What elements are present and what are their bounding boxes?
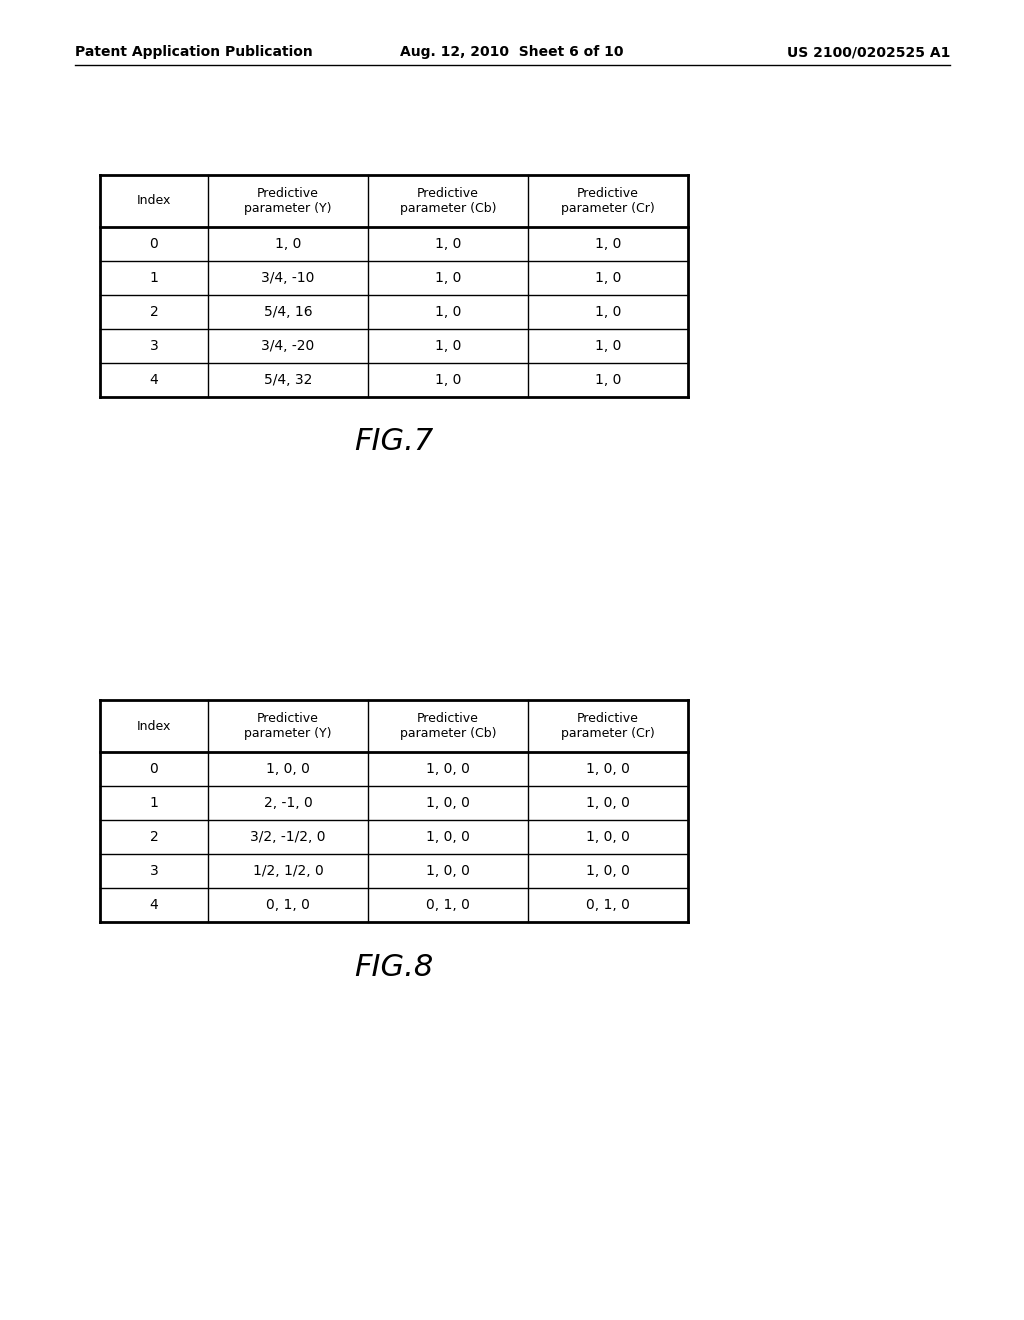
Text: 4: 4 <box>150 374 159 387</box>
Text: 1, 0, 0: 1, 0, 0 <box>266 762 310 776</box>
Text: Patent Application Publication: Patent Application Publication <box>75 45 312 59</box>
Text: 3: 3 <box>150 339 159 352</box>
Text: 0: 0 <box>150 238 159 251</box>
Text: 1, 0: 1, 0 <box>274 238 301 251</box>
Text: 0, 1, 0: 0, 1, 0 <box>586 898 630 912</box>
Text: 1: 1 <box>150 271 159 285</box>
Text: 3/2, -1/2, 0: 3/2, -1/2, 0 <box>250 830 326 843</box>
Text: 1, 0: 1, 0 <box>595 374 622 387</box>
Text: Index: Index <box>137 194 171 207</box>
Text: US 2100/0202525 A1: US 2100/0202525 A1 <box>786 45 950 59</box>
Text: 1, 0: 1, 0 <box>595 271 622 285</box>
Text: Predictive
parameter (Cr): Predictive parameter (Cr) <box>561 711 655 741</box>
Text: 1, 0: 1, 0 <box>595 305 622 319</box>
Text: 1, 0, 0: 1, 0, 0 <box>426 796 470 810</box>
Text: FIG.8: FIG.8 <box>354 953 433 982</box>
Text: Aug. 12, 2010  Sheet 6 of 10: Aug. 12, 2010 Sheet 6 of 10 <box>400 45 624 59</box>
Text: 1, 0, 0: 1, 0, 0 <box>586 762 630 776</box>
Text: 2, -1, 0: 2, -1, 0 <box>263 796 312 810</box>
Text: 1, 0: 1, 0 <box>435 339 461 352</box>
Text: 3/4, -10: 3/4, -10 <box>261 271 314 285</box>
Text: 1, 0, 0: 1, 0, 0 <box>426 830 470 843</box>
Text: Predictive
parameter (Y): Predictive parameter (Y) <box>245 711 332 741</box>
Text: Predictive
parameter (Y): Predictive parameter (Y) <box>245 187 332 215</box>
Text: 5/4, 32: 5/4, 32 <box>264 374 312 387</box>
Text: 1, 0, 0: 1, 0, 0 <box>586 830 630 843</box>
Text: 1, 0, 0: 1, 0, 0 <box>426 865 470 878</box>
Text: 4: 4 <box>150 898 159 912</box>
Text: 1, 0: 1, 0 <box>435 271 461 285</box>
Text: 3: 3 <box>150 865 159 878</box>
Text: 1, 0: 1, 0 <box>435 238 461 251</box>
Text: 5/4, 16: 5/4, 16 <box>264 305 312 319</box>
Text: FIG.7: FIG.7 <box>354 428 433 457</box>
Text: 0, 1, 0: 0, 1, 0 <box>266 898 310 912</box>
Text: Index: Index <box>137 719 171 733</box>
Text: 1, 0, 0: 1, 0, 0 <box>426 762 470 776</box>
Text: 2: 2 <box>150 305 159 319</box>
Text: 1, 0, 0: 1, 0, 0 <box>586 865 630 878</box>
Text: 3/4, -20: 3/4, -20 <box>261 339 314 352</box>
Text: 1, 0: 1, 0 <box>595 339 622 352</box>
Text: 2: 2 <box>150 830 159 843</box>
Text: Predictive
parameter (Cr): Predictive parameter (Cr) <box>561 187 655 215</box>
Text: 0: 0 <box>150 762 159 776</box>
Text: 1, 0: 1, 0 <box>435 305 461 319</box>
Text: 0, 1, 0: 0, 1, 0 <box>426 898 470 912</box>
Text: 1: 1 <box>150 796 159 810</box>
Text: 1/2, 1/2, 0: 1/2, 1/2, 0 <box>253 865 324 878</box>
Text: 1, 0: 1, 0 <box>595 238 622 251</box>
Text: Predictive
parameter (Cb): Predictive parameter (Cb) <box>399 187 497 215</box>
Text: 1, 0, 0: 1, 0, 0 <box>586 796 630 810</box>
Text: Predictive
parameter (Cb): Predictive parameter (Cb) <box>399 711 497 741</box>
Text: 1, 0: 1, 0 <box>435 374 461 387</box>
